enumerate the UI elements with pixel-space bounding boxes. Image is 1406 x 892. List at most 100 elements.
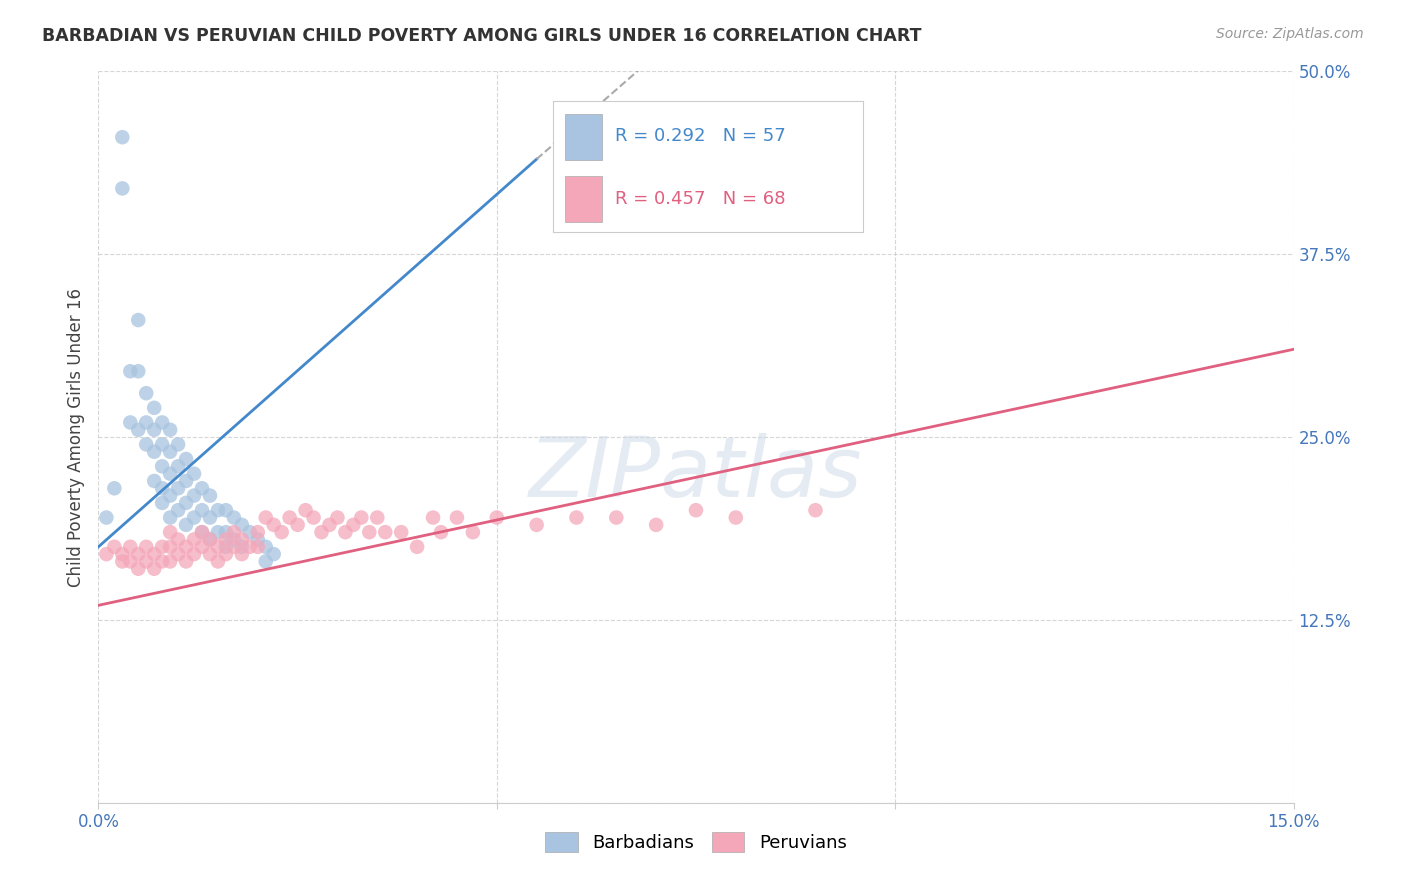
Point <box>143 562 166 576</box>
Point <box>167 481 190 495</box>
Point <box>263 517 285 532</box>
Point <box>231 540 253 554</box>
Point <box>150 459 173 474</box>
Point <box>174 554 197 568</box>
Point <box>246 540 269 554</box>
Point <box>111 130 134 145</box>
Point <box>342 517 364 532</box>
Point <box>302 510 325 524</box>
Point <box>191 525 214 540</box>
Point <box>167 459 190 474</box>
Point <box>222 533 245 547</box>
Point <box>159 467 181 481</box>
Point <box>198 489 221 503</box>
Point <box>254 540 277 554</box>
Point <box>246 525 269 540</box>
Point <box>183 547 205 561</box>
Point <box>150 496 173 510</box>
Point <box>198 510 221 524</box>
Point <box>143 474 166 488</box>
Point <box>120 554 142 568</box>
Point <box>174 517 197 532</box>
Point <box>174 540 197 554</box>
Point <box>159 540 181 554</box>
Point <box>198 533 221 547</box>
Point <box>183 510 205 524</box>
Point <box>111 554 134 568</box>
Point <box>804 503 827 517</box>
Point <box>422 510 444 524</box>
Point <box>406 540 429 554</box>
Point <box>326 510 349 524</box>
Point <box>207 540 229 554</box>
Point <box>207 503 229 517</box>
Point <box>254 554 277 568</box>
Text: ZIPatlas: ZIPatlas <box>529 434 863 514</box>
Point <box>135 540 157 554</box>
Point <box>159 554 181 568</box>
Point <box>215 503 238 517</box>
Point <box>231 547 253 561</box>
Point <box>191 525 214 540</box>
Point <box>294 503 316 517</box>
Point <box>135 386 157 401</box>
Point <box>231 517 253 532</box>
Point <box>96 510 118 524</box>
Point <box>159 489 181 503</box>
Point <box>135 416 157 430</box>
Point <box>374 525 396 540</box>
Point <box>103 540 125 554</box>
Point <box>174 496 197 510</box>
Point <box>191 540 214 554</box>
Point <box>135 437 157 451</box>
Point <box>127 547 149 561</box>
Point <box>215 540 238 554</box>
Point <box>127 423 149 437</box>
Point <box>270 525 292 540</box>
Point <box>278 510 301 524</box>
Point <box>239 540 262 554</box>
Point <box>207 554 229 568</box>
Point <box>143 547 166 561</box>
Point <box>215 533 238 547</box>
Point <box>96 547 118 561</box>
Legend: Barbadians, Peruvians: Barbadians, Peruvians <box>538 825 853 860</box>
Point <box>207 525 229 540</box>
Point <box>167 533 190 547</box>
Point <box>446 510 468 524</box>
Point <box>366 510 388 524</box>
Point <box>246 533 269 547</box>
Point <box>174 474 197 488</box>
Point <box>215 547 238 561</box>
Point <box>191 481 214 495</box>
Point <box>127 562 149 576</box>
Text: BARBADIAN VS PERUVIAN CHILD POVERTY AMONG GIRLS UNDER 16 CORRELATION CHART: BARBADIAN VS PERUVIAN CHILD POVERTY AMON… <box>42 27 922 45</box>
Point <box>167 437 190 451</box>
Point <box>167 503 190 517</box>
Point <box>311 525 333 540</box>
Point <box>645 517 668 532</box>
Point <box>183 533 205 547</box>
Point <box>127 364 149 378</box>
Point <box>183 489 205 503</box>
Point <box>526 517 548 532</box>
Point <box>359 525 381 540</box>
Point <box>389 525 412 540</box>
Point <box>159 510 181 524</box>
Point <box>485 510 508 524</box>
Point <box>159 423 181 437</box>
Y-axis label: Child Poverty Among Girls Under 16: Child Poverty Among Girls Under 16 <box>66 287 84 587</box>
Point <box>143 444 166 458</box>
Point <box>150 481 173 495</box>
Point <box>143 423 166 437</box>
Point <box>159 525 181 540</box>
Point <box>111 181 134 195</box>
Point <box>263 547 285 561</box>
Point <box>167 547 190 561</box>
Point <box>150 437 173 451</box>
Point <box>127 313 149 327</box>
Point <box>150 554 173 568</box>
Point <box>287 517 309 532</box>
Point <box>174 452 197 467</box>
Text: Source: ZipAtlas.com: Source: ZipAtlas.com <box>1216 27 1364 41</box>
